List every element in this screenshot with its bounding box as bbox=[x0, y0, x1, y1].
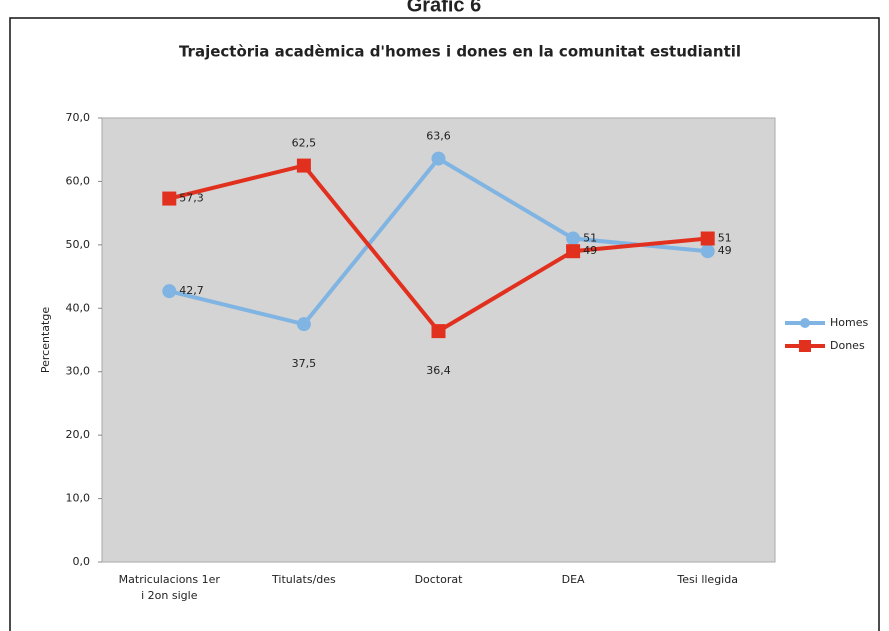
legend-marker bbox=[800, 318, 810, 328]
marker bbox=[296, 317, 311, 332]
y-tick-label: 50,0 bbox=[66, 238, 91, 251]
y-tick-label: 10,0 bbox=[66, 492, 91, 505]
y-axis-label: Percentatge bbox=[39, 307, 52, 373]
y-tick-label: 40,0 bbox=[66, 301, 91, 314]
marker bbox=[566, 244, 581, 259]
x-tick-label: Matriculacions 1er i 2on sigle bbox=[119, 573, 221, 602]
marker bbox=[296, 158, 311, 173]
data-label: 37,5 bbox=[292, 357, 317, 370]
legend-marker bbox=[799, 340, 811, 352]
y-tick-label: 60,0 bbox=[66, 174, 91, 187]
marker bbox=[431, 151, 446, 166]
marker bbox=[700, 244, 715, 259]
marker bbox=[566, 231, 581, 246]
data-label: 42,7 bbox=[179, 284, 204, 297]
data-label: 57,3 bbox=[179, 192, 204, 205]
y-tick-label: 30,0 bbox=[66, 365, 91, 378]
marker bbox=[431, 324, 446, 339]
legend-label: Homes bbox=[830, 316, 868, 329]
x-tick-label: Tesi llegida bbox=[676, 573, 738, 586]
data-label: 36,4 bbox=[426, 364, 451, 377]
y-tick-label: 70,0 bbox=[66, 111, 91, 124]
x-tick-label: Doctorat bbox=[415, 573, 464, 586]
plot-area bbox=[101, 117, 776, 563]
data-label: 51 bbox=[583, 232, 597, 245]
legend-label: Dones bbox=[830, 339, 865, 352]
data-label: 51 bbox=[718, 232, 732, 245]
marker bbox=[700, 231, 715, 246]
heading: Gràfic 6 bbox=[407, 0, 481, 16]
chart-title: Trajectòria acadèmica d'homes i dones en… bbox=[179, 43, 741, 61]
x-tick-label: DEA bbox=[562, 573, 585, 586]
data-label: 49 bbox=[718, 244, 732, 257]
x-tick-label: Titulats/des bbox=[271, 573, 336, 586]
data-label: 62,5 bbox=[292, 137, 317, 150]
data-label: 63,6 bbox=[426, 130, 451, 143]
y-tick-label: 0,0 bbox=[73, 555, 91, 568]
data-label: 49 bbox=[583, 244, 597, 257]
marker bbox=[162, 284, 177, 299]
y-tick-label: 20,0 bbox=[66, 428, 91, 441]
marker bbox=[162, 191, 177, 206]
